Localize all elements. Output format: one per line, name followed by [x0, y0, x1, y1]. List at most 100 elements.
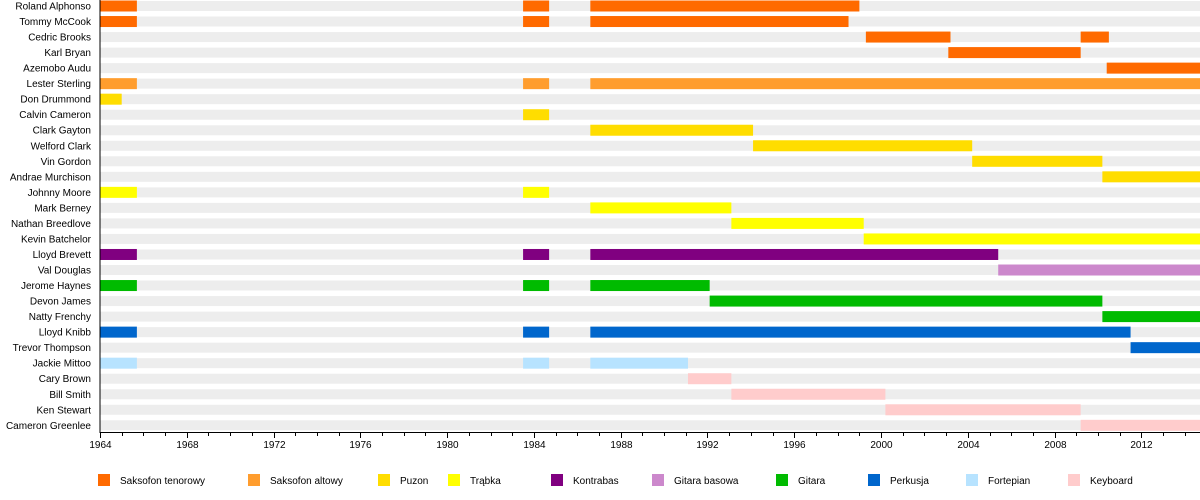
member-name: Azemobo Audu — [23, 64, 91, 75]
member-name: Nathan Breedlove — [11, 219, 91, 230]
legend-swatch — [966, 474, 978, 486]
legend-label: Kontrabas — [573, 476, 619, 487]
row-background — [100, 32, 1200, 43]
x-tick-label: 1988 — [610, 440, 633, 451]
member-bar — [100, 280, 137, 292]
x-tick-label: 2012 — [1130, 440, 1153, 451]
row-background — [100, 265, 1200, 276]
member-bar — [865, 31, 951, 43]
member-bar — [523, 248, 550, 260]
member-bar — [590, 16, 849, 28]
member-name: Mark Berney — [34, 203, 91, 214]
legend-label: Gitara — [798, 476, 826, 487]
member-name: Cedric Brooks — [28, 33, 91, 44]
x-tick-label: 1996 — [783, 440, 806, 451]
member-name: Trevor Thompson — [13, 343, 91, 354]
legend-swatch — [868, 474, 880, 486]
legend-label: Saksofon altowy — [270, 476, 343, 487]
member-bar — [100, 78, 137, 90]
member-name: Roland Alphonso — [15, 2, 91, 13]
x-tick-label: 1968 — [176, 440, 199, 451]
member-bar — [523, 16, 550, 28]
member-name: Clark Gayton — [33, 126, 91, 137]
member-name: Ken Stewart — [37, 405, 92, 416]
legend-swatch — [551, 474, 563, 486]
row-background — [100, 156, 1200, 167]
member-bar — [523, 109, 550, 121]
member-bar — [590, 357, 688, 369]
legend-swatch — [448, 474, 460, 486]
member-bar — [1080, 31, 1109, 43]
member-bar — [523, 357, 550, 369]
member-bar — [100, 357, 137, 369]
row-background — [100, 420, 1200, 431]
legend-swatch — [1068, 474, 1080, 486]
member-name: Cary Brown — [39, 374, 91, 385]
member-bar — [1106, 62, 1200, 74]
member-name: Calvin Cameron — [19, 110, 91, 121]
member-name: Andrae Murchison — [10, 172, 91, 183]
member-name: Jerome Haynes — [21, 281, 91, 292]
member-bar — [523, 78, 550, 90]
member-bar — [100, 186, 137, 198]
legend-swatch — [652, 474, 664, 486]
legend-label: Puzon — [400, 476, 428, 487]
member-name: Lester Sterling — [27, 79, 91, 90]
member-bar — [100, 93, 122, 105]
member-bar — [1080, 419, 1200, 431]
x-tick-label: 1976 — [349, 440, 372, 451]
row-background — [100, 109, 1200, 120]
row-background — [100, 296, 1200, 307]
member-bar — [590, 202, 732, 214]
legend-label: Gitara basowa — [674, 476, 739, 487]
member-bar — [753, 140, 973, 152]
member-bar — [1130, 342, 1200, 354]
x-tick-label: 1964 — [89, 440, 112, 451]
legend-label: Fortepian — [988, 476, 1030, 487]
member-bar — [590, 248, 999, 260]
member-name: Johnny Moore — [28, 188, 92, 199]
member-name: Jackie Mittoo — [33, 359, 92, 370]
member-name: Cameron Greenlee — [6, 421, 91, 432]
member-name: Don Drummond — [20, 95, 91, 106]
member-bar — [100, 326, 137, 338]
member-bar — [590, 280, 710, 292]
row-background — [100, 94, 1200, 105]
member-bar — [731, 217, 864, 229]
legend-label: Keyboard — [1090, 476, 1133, 487]
member-name: Lloyd Knibb — [39, 328, 92, 339]
legend-swatch — [248, 474, 260, 486]
x-tick-label: 1984 — [523, 440, 546, 451]
row-background — [100, 342, 1200, 353]
member-bar — [100, 16, 137, 28]
member-name: Bill Smith — [49, 390, 91, 401]
member-bar — [863, 233, 1200, 245]
member-bar — [100, 0, 137, 12]
member-bar — [523, 280, 550, 292]
row-background — [100, 311, 1200, 322]
member-bar — [523, 186, 550, 198]
row-background — [100, 47, 1200, 58]
member-bar — [590, 78, 1200, 90]
member-name: Devon James — [30, 297, 91, 308]
member-bar — [1102, 171, 1200, 183]
row-background — [100, 373, 1200, 384]
member-bar — [523, 326, 550, 338]
member-name: Natty Frenchy — [29, 312, 91, 323]
row-background — [100, 63, 1200, 74]
member-bar — [998, 264, 1200, 276]
x-tick-label: 2004 — [957, 440, 980, 451]
member-name: Kevin Batchelor — [21, 234, 92, 245]
row-background — [100, 171, 1200, 182]
member-bar — [100, 248, 137, 260]
row-background — [100, 233, 1200, 244]
member-name: Welford Clark — [31, 141, 92, 152]
legend-label: Perkusja — [890, 476, 929, 487]
member-bar — [709, 295, 1103, 307]
member-name: Lloyd Brevett — [33, 250, 92, 261]
member-bar — [590, 326, 1131, 338]
member-bar — [1102, 311, 1200, 323]
legend-label: Saksofon tenorowy — [120, 476, 205, 487]
row-background — [100, 389, 1200, 400]
member-bar — [948, 47, 1081, 59]
